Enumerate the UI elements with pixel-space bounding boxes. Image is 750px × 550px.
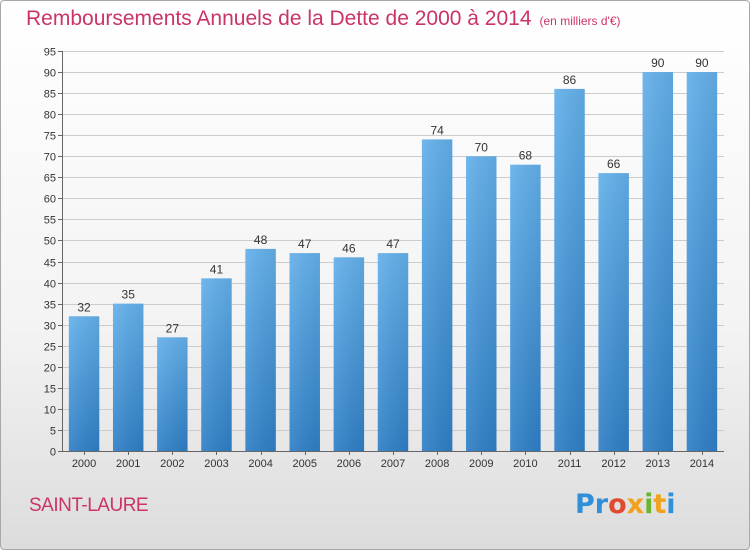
x-tick-label-2002: 2002 <box>160 458 184 470</box>
value-label-2009: 70 <box>475 140 489 154</box>
value-label-2005: 47 <box>298 237 312 251</box>
y-tick-label: 85 <box>44 89 56 101</box>
value-label-2012: 66 <box>607 157 621 171</box>
bar-shade-2013 <box>642 72 674 451</box>
x-tick-label-2000: 2000 <box>72 458 96 470</box>
label-layer: 32 2000 35 2001 27 2002 41 2003 48 2004 47 2005 46 20… <box>72 56 714 470</box>
x-tick-label-2003: 2003 <box>204 458 228 470</box>
axis-layer: 0 5 10 15 20 25 30 35 40 45 50 55 60 65 70 75 80 85 90 95 <box>44 47 724 459</box>
y-tick-label: 55 <box>44 215 56 227</box>
value-label-2014: 90 <box>695 56 709 70</box>
value-label-2000: 32 <box>77 300 91 314</box>
y-tick-label: 10 <box>44 405 56 417</box>
x-tick-label-2005: 2005 <box>292 458 316 470</box>
y-tick-label: 15 <box>44 384 56 396</box>
value-label-2001: 35 <box>122 288 136 302</box>
y-tick-label: 0 <box>50 447 56 459</box>
logo-part-3: x <box>626 489 645 520</box>
y-tick-label: 35 <box>44 300 56 312</box>
y-tick-label: 45 <box>44 258 56 270</box>
y-tick-label: 50 <box>44 236 56 248</box>
y-tick-label: 40 <box>44 279 56 291</box>
x-tick-label-2010: 2010 <box>513 458 537 470</box>
chart-title-text: Remboursements Annuels de la Dette de 20… <box>26 7 532 30</box>
bar-shade-2006 <box>333 257 365 451</box>
x-tick-label-2013: 2013 <box>646 458 670 470</box>
x-tick-label-2011: 2011 <box>558 458 582 470</box>
bar-shade-2008 <box>421 139 453 451</box>
value-label-2011: 86 <box>563 73 577 87</box>
chart-unit: (en milliers d'€) <box>539 14 621 28</box>
place-name: SAINT-LAURE <box>29 495 149 516</box>
x-tick-label-2004: 2004 <box>248 458 272 470</box>
x-tick-label-2006: 2006 <box>337 458 361 470</box>
x-tick-label-2008: 2008 <box>425 458 449 470</box>
bar-shade-2004 <box>245 248 276 451</box>
bar-shade-2014 <box>686 72 718 451</box>
bar-shade-2010 <box>510 164 541 451</box>
value-label-2006: 46 <box>342 241 356 255</box>
y-tick-label: 25 <box>44 342 56 354</box>
logo-part-4: i <box>644 489 654 520</box>
y-tick-label: 60 <box>44 194 56 206</box>
y-tick-label: 5 <box>50 426 56 438</box>
bar-shade-2000 <box>68 316 100 451</box>
y-tick-label: 20 <box>44 363 56 375</box>
bar-shade-2002 <box>157 337 188 451</box>
value-label-2003: 41 <box>210 262 224 276</box>
x-tick-label-2001: 2001 <box>116 458 140 470</box>
y-tick-label: 70 <box>44 152 56 164</box>
bar-shade-2009 <box>466 156 497 451</box>
bar-layer <box>68 72 718 451</box>
bar-shade-2011 <box>554 88 585 451</box>
bar-shade-2005 <box>289 253 320 451</box>
logo-part-5: t <box>653 489 667 520</box>
y-tick-label: 30 <box>44 321 56 333</box>
x-tick-label-2009: 2009 <box>469 458 493 470</box>
y-tick-label: 65 <box>44 173 56 185</box>
value-label-2007: 47 <box>386 237 400 251</box>
logo-part-1: Pr <box>575 489 609 520</box>
y-tick-label: 90 <box>44 68 56 80</box>
value-label-2013: 90 <box>651 56 665 70</box>
y-tick-label: 95 <box>44 47 56 59</box>
x-tick-label-2012: 2012 <box>601 458 625 470</box>
chart-title: Remboursements Annuels de la Dette de 20… <box>26 7 621 31</box>
x-tick-label-2014: 2014 <box>690 458 714 470</box>
bar-shade-2012 <box>598 173 629 451</box>
logo-part-2: o <box>608 489 627 520</box>
value-label-2010: 68 <box>519 149 533 163</box>
proxiti-logo[interactable]: Proxiti <box>575 489 676 520</box>
y-tick-label: 75 <box>44 131 56 143</box>
logo-part-6: i <box>666 489 676 520</box>
bar-shade-2001 <box>112 303 144 451</box>
bar-shade-2003 <box>201 278 232 451</box>
value-label-2008: 74 <box>430 123 444 137</box>
value-label-2004: 48 <box>254 233 268 247</box>
value-label-2002: 27 <box>166 321 180 335</box>
y-tick-label: 80 <box>44 110 56 122</box>
x-tick-label-2007: 2007 <box>381 458 405 470</box>
bar-shade-2007 <box>377 253 409 451</box>
